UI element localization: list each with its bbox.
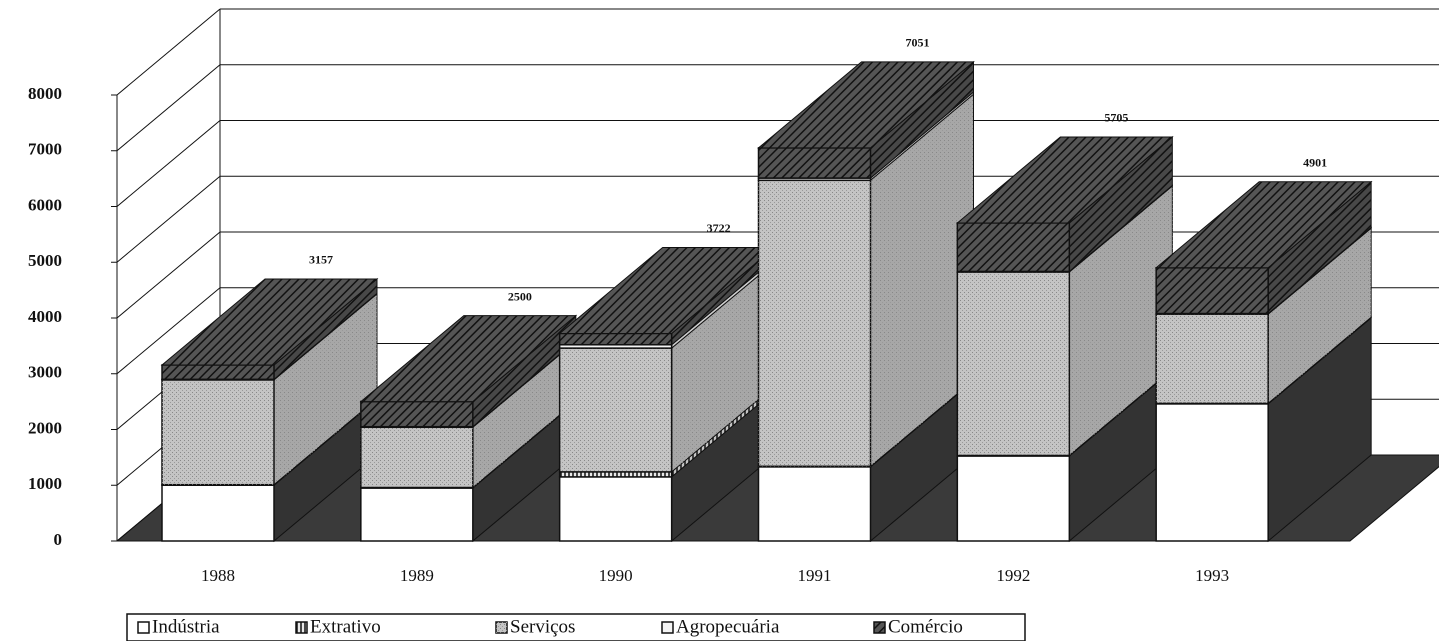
legend-swatch-texture xyxy=(874,622,885,633)
grid-line xyxy=(116,231,221,319)
bar-texture xyxy=(1156,314,1269,404)
bar-texture xyxy=(957,222,1070,272)
bar-texture xyxy=(360,427,473,488)
x-tick-label: 1993 xyxy=(1195,566,1229,585)
bar-texture xyxy=(957,272,1070,456)
legend-label: Comércio xyxy=(888,616,963,637)
bar-segment xyxy=(757,466,872,542)
grid-line xyxy=(116,64,221,152)
x-tick-label: 1988 xyxy=(201,566,235,585)
bar-segment xyxy=(360,487,474,542)
total-label: 7051 xyxy=(906,36,930,50)
bar-side-texture xyxy=(870,94,974,467)
y-tick-label: 0 xyxy=(54,530,63,549)
bar-texture xyxy=(559,471,672,477)
legend-label: Indústria xyxy=(152,616,220,637)
grid-line xyxy=(116,175,221,263)
bar-side-texture xyxy=(1069,136,1173,272)
bar-segment xyxy=(956,455,1071,542)
bar-texture xyxy=(162,379,274,485)
y-tick-label: 6000 xyxy=(28,195,62,214)
bar-top-texture xyxy=(559,247,775,334)
legend-label: Serviços xyxy=(510,616,575,637)
bar-top-texture xyxy=(758,61,974,148)
bar-side-texture xyxy=(671,385,775,477)
y-tick-label: 5000 xyxy=(28,251,62,270)
legend-swatch xyxy=(137,621,150,634)
bar-side-texture xyxy=(274,278,377,380)
x-tick-label: 1989 xyxy=(400,566,434,585)
bar-top-texture xyxy=(957,136,1173,223)
grid-line xyxy=(116,287,221,375)
grid-line xyxy=(116,8,221,96)
bar-side-texture xyxy=(274,293,377,485)
bar-segment xyxy=(161,484,275,542)
bar-side-texture xyxy=(671,247,775,345)
bar-side-texture xyxy=(870,61,974,179)
y-tick-label: 4000 xyxy=(28,307,62,326)
bar-top-texture xyxy=(360,315,576,402)
grid-line xyxy=(116,120,221,207)
bar-side-texture xyxy=(671,262,775,472)
bar-side-texture xyxy=(472,315,576,427)
bar-texture xyxy=(162,364,274,380)
bar-top-texture xyxy=(1156,181,1372,268)
bar-side-texture xyxy=(1268,181,1372,314)
x-tick-label: 1992 xyxy=(996,566,1030,585)
bar-texture xyxy=(758,180,871,467)
bar-texture xyxy=(559,333,672,345)
bar-texture xyxy=(758,147,871,179)
legend-box xyxy=(126,613,1026,641)
total-label: 2500 xyxy=(508,289,532,303)
legend-swatch-texture xyxy=(296,622,307,633)
total-label: 4901 xyxy=(1303,156,1327,170)
bar-segment xyxy=(1155,403,1269,542)
legend-label: Agropecuária xyxy=(676,616,780,637)
bar-texture xyxy=(559,348,672,472)
bar-side-texture xyxy=(1069,186,1173,456)
y-tick-label: 8000 xyxy=(28,84,62,103)
bar-segment xyxy=(558,476,673,542)
y-tick-label: 1000 xyxy=(28,474,62,493)
x-tick-label: 1991 xyxy=(798,566,832,585)
bar-side-texture xyxy=(1268,228,1372,404)
x-tick-label: 1990 xyxy=(599,566,633,585)
y-tick-label: 3000 xyxy=(28,363,62,382)
total-label: 3157 xyxy=(309,253,333,267)
bar-texture xyxy=(360,401,473,427)
bar-top-texture xyxy=(162,278,377,365)
total-label: 5705 xyxy=(1104,111,1128,125)
total-label: 3722 xyxy=(707,221,731,235)
y-tick-label: 2000 xyxy=(28,418,62,437)
legend-label: Extrativo xyxy=(310,616,381,637)
y-tick-label: 7000 xyxy=(28,140,62,159)
bar-side-texture xyxy=(472,341,576,488)
legend-swatch-texture xyxy=(496,622,507,633)
bar-texture xyxy=(1156,267,1269,314)
legend-swatch xyxy=(661,621,674,634)
